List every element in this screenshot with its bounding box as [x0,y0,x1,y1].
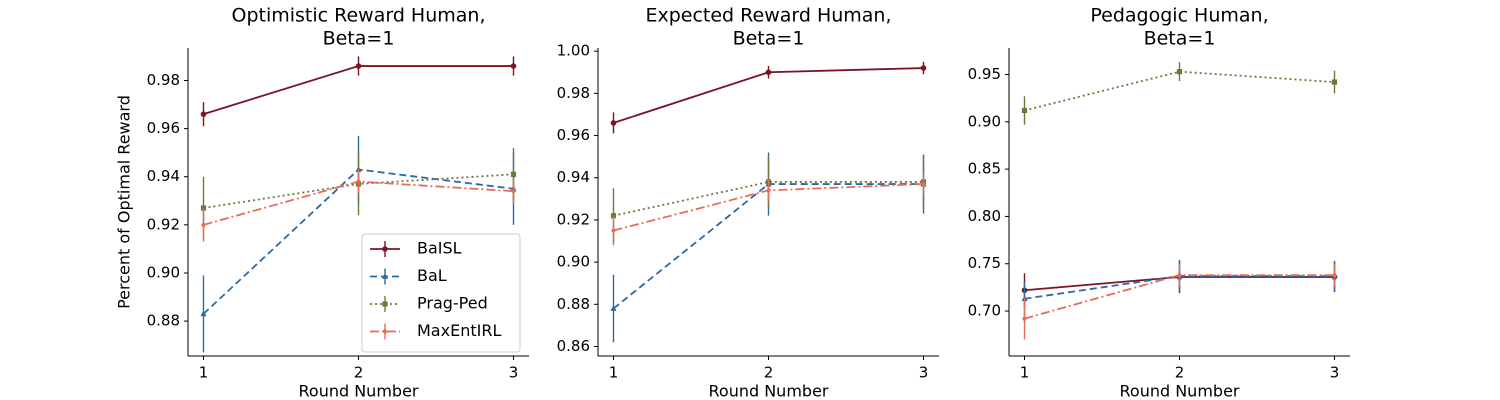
y-tick-label: 0.98 [557,84,590,102]
y-tick-label: 0.88 [557,295,590,313]
x-tick-label: 2 [354,364,364,382]
legend-marker [382,273,388,279]
chart-title-line: Pedagogic Human, [1090,5,1268,27]
legend-box [361,233,521,353]
data-point [1021,107,1028,114]
y-tick-label: 0.90 [557,253,590,271]
y-tick-label: 0.85 [968,160,1001,178]
data-point [1332,271,1337,279]
x-tick-label: 2 [1175,364,1185,382]
data-point [201,221,206,229]
data-point [921,180,926,188]
data-point [610,120,617,126]
x-axis-label: Round Number [299,382,419,400]
x-axis-label: Round Number [1120,382,1240,400]
data-point [920,65,927,71]
data-point [511,187,516,195]
y-tick-label: 0.96 [557,126,590,144]
legend-entry: Prag-Ped [370,294,488,313]
chart-title-line: Expected Reward Human, [645,5,891,27]
data-point [200,310,207,317]
chart-panel-3: Pedagogic Human,Beta=1 0.70 0.75 0.80 0.85 0.… [968,5,1350,400]
data-point [510,63,517,69]
data-point [765,69,772,76]
y-tick-label: 0.92 [557,210,590,228]
y-tick-label: 0.75 [968,254,1001,272]
chart-title-line: Beta=1 [1144,28,1216,50]
series-maxentirl [1022,263,1337,340]
y-tick-label: 0.95 [968,65,1001,83]
y-tick-label: 0.94 [147,167,180,185]
y-tick-label: 0.86 [557,337,590,355]
legend-label: Prag-Ped [417,294,488,313]
data-point [610,305,617,311]
data-point [356,178,361,185]
y-tick-label: 0.90 [968,112,1001,130]
legend-label: BaISL [417,239,462,258]
data-point [1331,79,1338,85]
y-tick-label: 0.96 [147,119,180,137]
legend-marker [382,246,388,252]
y-tick-label: 1.00 [557,42,590,60]
x-tick-label: 2 [764,364,774,382]
x-axis-label: Round Number [709,382,829,400]
x-tick-label: 3 [509,364,519,382]
legend-entry: MaxEntIRL [370,321,501,340]
data-point [1176,69,1183,75]
y-tick-label: 0.70 [968,302,1001,320]
legend-marker [382,301,388,307]
legend-label: BaL [417,266,447,285]
legend-entry: BaISL [370,239,462,258]
legend-marker [382,328,388,335]
series-maxentirl [611,173,926,246]
chart-title-line: Optimistic Reward Human, [231,5,485,27]
data-point [355,63,362,69]
data-point [200,111,207,117]
chart-panel-1: Optimistic Reward Human,Beta=1 0.88 0.90 0.… [115,5,529,400]
y-axis-label: Percent of Optimal Reward [115,95,134,309]
series-line [613,181,924,217]
chart-title-line: Beta=1 [323,28,395,50]
y-tick-label: 0.98 [147,71,180,89]
y-tick-label: 0.88 [147,312,180,330]
legend: BaISL BaL Prag-Ped MaxEntIRL [361,233,521,353]
y-tick-label: 0.92 [147,215,180,233]
series-baisl [200,56,517,127]
series-maxentirl [201,169,516,242]
x-tick-label: 1 [1020,364,1030,382]
chart-title-line: Beta=1 [733,28,805,50]
y-tick-label: 0.90 [147,263,180,281]
legend-entry: BaL [370,266,447,285]
data-point [510,171,517,177]
data-point [766,186,771,194]
data-point [1177,271,1182,279]
chart-panel-2: Expected Reward Human,Beta=1 0.86 0.88 0.90… [557,5,939,400]
x-tick-label: 3 [1330,364,1340,382]
x-tick-label: 3 [919,364,929,382]
y-tick-label: 0.94 [557,168,590,186]
legend-label: MaxEntIRL [417,321,501,340]
x-tick-label: 1 [609,364,619,382]
series-baisl [610,61,927,134]
data-point [611,227,616,234]
y-tick-label: 0.80 [968,207,1001,225]
data-point [1022,315,1027,323]
x-tick-label: 1 [199,364,209,382]
series-prag-ped [1021,62,1338,125]
